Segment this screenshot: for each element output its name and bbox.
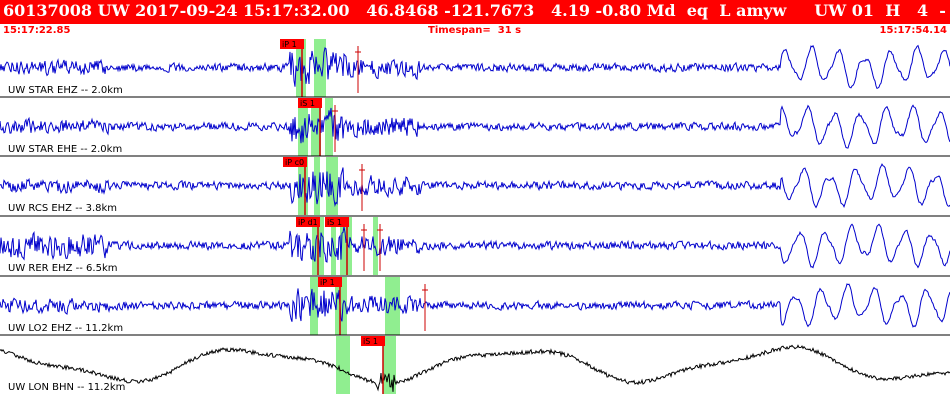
pick-window	[314, 157, 320, 215]
phase-pick-label: iS 1	[327, 218, 342, 227]
station-label: UW LON BHN -- 11.2km	[8, 382, 125, 393]
waveform-trace	[0, 223, 950, 269]
end-time: 15:17:54.14	[879, 25, 947, 36]
pick-window	[298, 98, 308, 156]
trace-panel[interactable]: iP d1 iS 1 UW RER EHZ -- 6.5km	[0, 215, 950, 275]
pick-window	[296, 39, 306, 97]
event-header-title: 60137008 UW 2017-09-24 15:17:32.00 46.84…	[3, 1, 946, 20]
pick-window	[310, 277, 318, 335]
trace-panel[interactable]: iP 1 UW LO2 EHZ -- 11.2km	[0, 275, 950, 335]
waveform-trace	[0, 283, 950, 328]
phase-pick-label: iP c0	[285, 158, 304, 167]
waveform-trace	[0, 104, 950, 149]
trace-panel[interactable]: iP c0 UW RCS EHZ -- 3.8km	[0, 155, 950, 215]
trace-panels[interactable]: iP 1 UW STAR EHZ -- 2.0km iS 1 UW STAR EHE …	[0, 38, 950, 400]
start-time: 15:17:22.85	[3, 25, 71, 36]
pick-window	[385, 277, 400, 335]
phase-pick-tag[interactable]	[296, 217, 320, 227]
waveform-trace	[0, 44, 950, 90]
phase-pick-tag[interactable]	[283, 157, 307, 167]
phase-pick-tag[interactable]	[361, 336, 385, 346]
phase-pick-tag[interactable]	[318, 277, 342, 287]
pick-window	[325, 98, 333, 156]
pick-window	[336, 336, 350, 394]
pick-window	[335, 277, 347, 335]
phase-pick-label: iP d1	[298, 218, 318, 227]
station-label: UW STAR EHZ -- 2.0km	[8, 85, 123, 96]
pick-window	[298, 157, 308, 215]
station-label: UW STAR EHE -- 2.0km	[8, 144, 122, 155]
phase-pick-tag[interactable]	[280, 39, 304, 49]
time-status-bar: 15:17:22.85 Timespan= 31 s 15:17:54.14	[0, 24, 950, 38]
station-label: UW LO2 EHZ -- 11.2km	[8, 323, 123, 334]
phase-pick-tag[interactable]	[325, 217, 349, 227]
event-header-bar: 60137008 UW 2017-09-24 15:17:32.00 46.84…	[0, 0, 950, 24]
trace-panel[interactable]: iS 1 UW STAR EHE -- 2.0km	[0, 96, 950, 156]
trace-panel[interactable]: iP 1 UW STAR EHZ -- 2.0km	[0, 39, 950, 97]
timespan-label: Timespan= 31 s	[428, 25, 522, 36]
station-label: UW RCS EHZ -- 3.8km	[8, 203, 117, 214]
phase-pick-label: iP 1	[282, 40, 297, 49]
phase-pick-label: iP 1	[320, 278, 335, 287]
phase-pick-tag[interactable]	[298, 98, 322, 108]
waveform-trace	[0, 163, 950, 209]
station-label: UW RER EHZ -- 6.5km	[8, 263, 117, 274]
trace-panel[interactable]: iS 1 UW LON BHN -- 11.2km	[0, 334, 950, 394]
waveform-trace	[0, 344, 950, 392]
pick-window	[373, 217, 378, 275]
phase-pick-label: iS 1	[300, 99, 315, 108]
phase-pick-label: iS 1	[363, 337, 378, 346]
